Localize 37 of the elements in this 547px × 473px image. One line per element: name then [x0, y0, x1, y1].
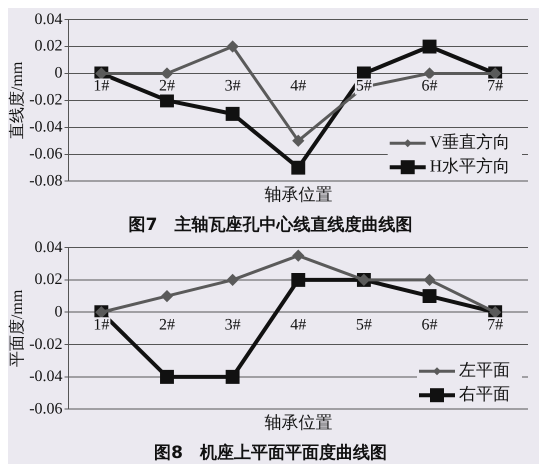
y-tick-label: -0.04 — [29, 118, 63, 136]
x-tick-label: 1# — [93, 316, 110, 334]
y-tick-label: 0.04 — [34, 10, 63, 28]
x-tick-label: 6# — [422, 78, 438, 95]
text: 图7 主轴瓦座孔中心线直线度曲线图 — [128, 215, 412, 236]
legend-label: 右平面 — [459, 384, 510, 404]
y-tick-label: -0.06 — [29, 145, 63, 162]
x-tick-label: 4# — [290, 78, 306, 95]
y-tick-label: -0.04 — [29, 368, 63, 386]
x-axis-title: 轴承位置 — [264, 412, 332, 432]
x-axis-title: 轴承位置 — [264, 184, 332, 204]
x-tick-label: 3# — [224, 316, 241, 334]
y-tick-label: 0.02 — [34, 38, 63, 55]
x-tick-label: 3# — [224, 78, 241, 95]
x-tick-label: 7# — [487, 316, 504, 334]
y-tick-label: 0 — [54, 64, 63, 82]
x-tick-label: 1# — [93, 78, 110, 95]
y-tick-label: -0.06 — [29, 400, 63, 418]
legend-label: 左平面 — [459, 360, 510, 380]
x-tick-label: 6# — [422, 316, 438, 334]
x-tick-label: 2# — [158, 78, 175, 95]
x-tick-label: 4# — [290, 316, 306, 334]
y-tick-label: 0.04 — [34, 238, 63, 256]
legend-label: H水平方向 — [430, 156, 510, 176]
x-tick-label: 2# — [158, 316, 175, 334]
y-axis-title: 直线度/mm — [8, 61, 26, 140]
x-tick-label: 7# — [487, 78, 504, 95]
x-tick-label: 5# — [356, 78, 372, 95]
y-tick-label: 0 — [54, 303, 63, 320]
y-axis-title: 平面度/mm — [8, 289, 26, 368]
y-tick-label: -0.08 — [29, 172, 63, 190]
text: 图8 机座上平面平面度曲线图 — [154, 443, 387, 464]
y-tick-label: 0.02 — [34, 271, 63, 288]
x-tick-label: 5# — [356, 316, 372, 334]
y-tick-label: -0.02 — [29, 336, 63, 353]
y-tick-label: -0.02 — [29, 92, 63, 109]
legend-label: V垂直方向 — [430, 132, 510, 152]
